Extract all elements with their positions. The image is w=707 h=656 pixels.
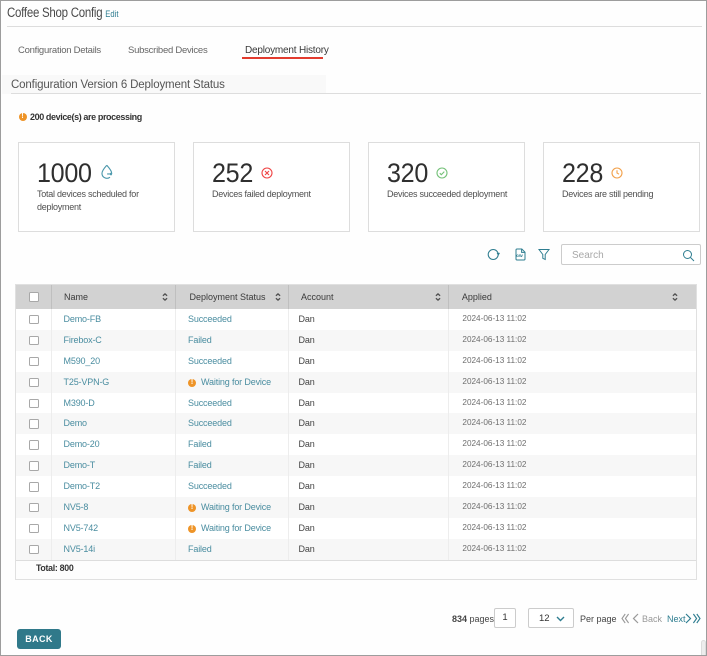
svg-text:csv: csv <box>516 253 523 258</box>
